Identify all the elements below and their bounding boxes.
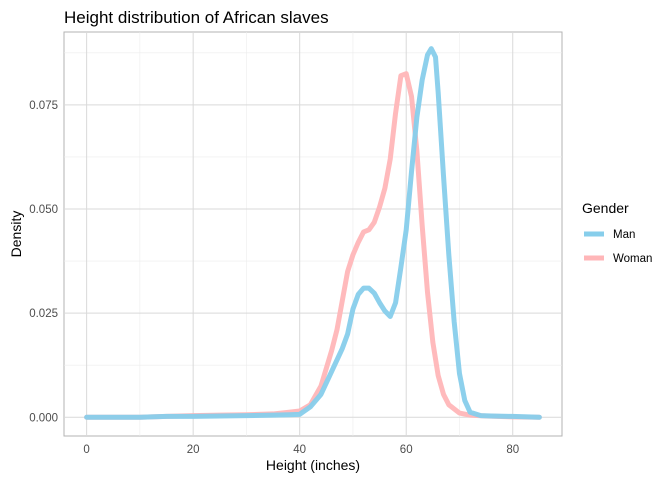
x-tick-label: 20 bbox=[187, 444, 200, 456]
legend-label-woman: Woman bbox=[613, 253, 652, 265]
series-line-man bbox=[84, 46, 542, 420]
plot-panel bbox=[63, 31, 563, 437]
x-tick-labels: 0 20 40 60 80 bbox=[83, 444, 519, 456]
legend-label-man: Man bbox=[613, 229, 635, 241]
x-axis-title: Height (inches) bbox=[266, 457, 360, 473]
series-lines bbox=[84, 46, 542, 420]
y-tick-label: 0.050 bbox=[29, 204, 58, 216]
y-tick-labels: 0.000 0.025 0.050 0.075 bbox=[29, 100, 58, 424]
legend: Gender Man Woman bbox=[582, 200, 652, 265]
y-tick-label: 0.075 bbox=[29, 100, 58, 112]
x-tick-label: 0 bbox=[83, 444, 89, 456]
minor-gridlines bbox=[64, 32, 562, 436]
y-tick-label: 0.025 bbox=[29, 308, 58, 320]
y-axis-title: Density bbox=[8, 211, 24, 258]
x-tick-label: 80 bbox=[506, 444, 519, 456]
x-tick-label: 40 bbox=[293, 444, 306, 456]
chart-title: Height distribution of African slaves bbox=[64, 8, 329, 27]
x-tick-label: 60 bbox=[400, 444, 413, 456]
y-tick-label: 0.000 bbox=[29, 412, 58, 424]
legend-title: Gender bbox=[582, 200, 629, 216]
